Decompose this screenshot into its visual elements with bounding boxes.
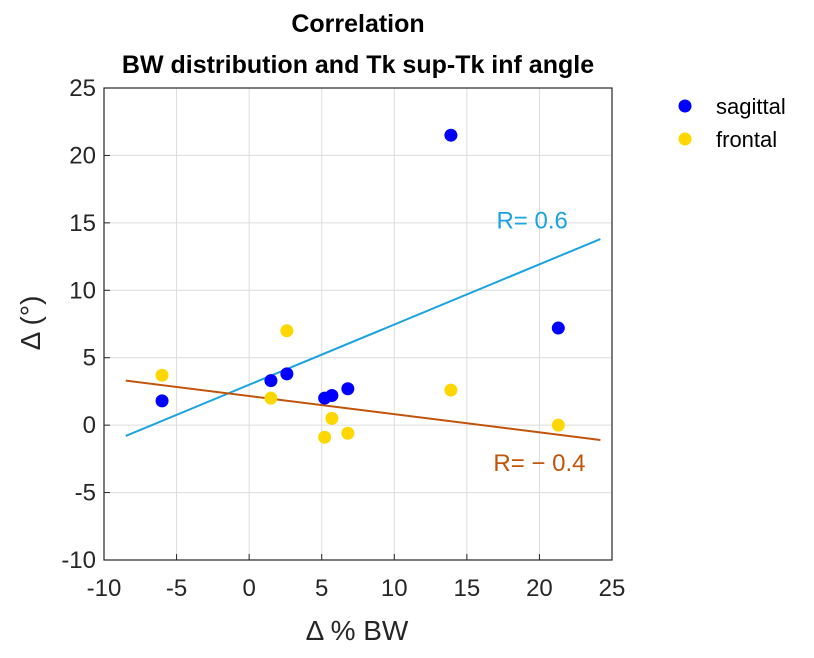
data-point-sagittal [325,388,339,402]
y-tick-label: 20 [69,142,96,169]
x-tick-label: 0 [242,575,255,602]
data-point-frontal [325,411,339,425]
x-tick-label: 10 [381,575,408,602]
y-tick-label: -5 [75,480,96,507]
y-tick-label: 5 [83,345,96,372]
legend-marker-sagittal [678,99,692,113]
legend-label-frontal: frontal [716,127,777,152]
axis-ticks: -10 -5 0 5 10 15 20 25 -10 -5 0 5 10 15 20 25 [61,75,625,602]
chart-title-line-2: BW distribution and Tk sup-Tk inf angle [122,51,594,79]
y-tick-label: 15 [69,210,96,237]
fit-line [125,238,601,437]
y-tick-label: 25 [69,75,96,102]
fit-lines [125,238,601,441]
data-point-frontal [444,383,458,397]
x-tick-label: 5 [315,575,328,602]
y-tick-label: 10 [69,277,96,304]
chart-title-line-1: Correlation [291,10,424,38]
data-point-frontal [318,430,332,444]
fit-annotation: R= 0.6 [496,207,567,234]
x-tick-label: -10 [87,575,122,602]
legend: sagittal frontal [678,94,786,152]
x-tick-label: 15 [454,575,481,602]
y-axis-label: Δ (°) [15,296,46,351]
data-point-sagittal [264,374,278,388]
data-point-sagittal [341,382,355,396]
data-point-sagittal [155,394,169,408]
data-point-frontal [264,391,278,405]
y-tick-label: 0 [83,412,96,439]
data-point-sagittal [444,128,458,142]
x-tick-label: 20 [526,575,553,602]
data-point-frontal [280,324,294,338]
data-point-sagittal [280,367,294,381]
legend-marker-frontal [678,132,692,146]
y-tick-label: -10 [61,547,96,574]
x-axis-label: Δ % BW [306,615,409,646]
data-points [155,128,565,444]
fit-annotations: R= 0.6 R= − 0.4 [493,207,585,477]
plot-frame [103,87,613,561]
data-point-frontal [551,418,565,432]
x-tick-label: 25 [599,575,626,602]
data-point-frontal [341,426,355,440]
data-point-sagittal [551,321,565,335]
fit-annotation: R= − 0.4 [493,450,585,477]
data-point-frontal [155,368,169,382]
fit-line [125,379,601,441]
legend-label-sagittal: sagittal [716,94,786,119]
x-tick-label: -5 [166,575,187,602]
